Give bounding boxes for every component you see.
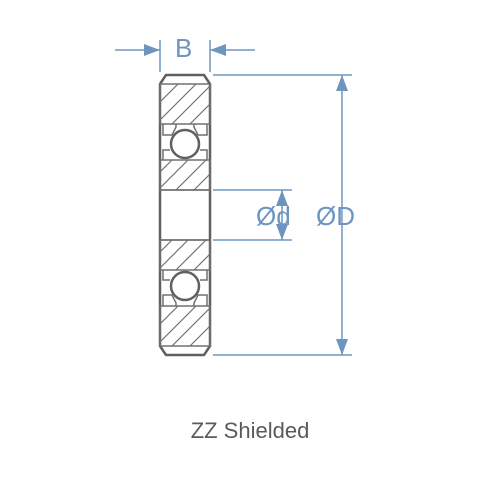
upper-inner-lip-left [163,150,170,160]
lower-inner-lip-right [200,270,207,280]
label-b: B [175,33,192,63]
lower-inner-lip-left [163,270,170,280]
bearing-outer-outline [160,75,210,355]
lower-outer-race [160,306,210,346]
upper-inner-lip-right [200,150,207,160]
lower-shield-left [163,295,176,306]
upper-shield-left [163,124,176,135]
label-d: Ød [256,201,291,231]
diagram-caption: ZZ Shielded [0,418,500,444]
upper-inner-race [160,160,210,190]
upper-outer-race [160,84,210,124]
lower-shield-right [194,295,207,306]
upper-ball [171,130,199,158]
dimension-b: B [115,33,255,72]
upper-shield-right [194,124,207,135]
diagram-canvas: B Ød ØD ZZ Shielded [0,0,500,500]
lower-inner-race [160,240,210,270]
lower-ball [171,272,199,300]
label-outer-d: ØD [316,201,355,231]
dimension-d: Ød [213,190,292,240]
